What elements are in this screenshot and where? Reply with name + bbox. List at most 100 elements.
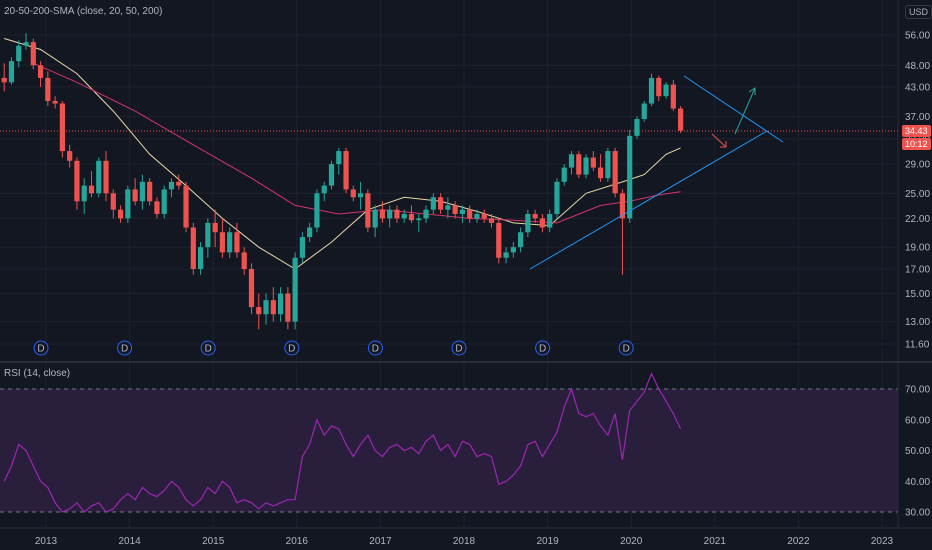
candle-body — [394, 209, 400, 219]
rsi-line — [3, 372, 682, 513]
candle-body — [314, 193, 320, 228]
bearish-arrow[interactable] — [711, 133, 727, 148]
candle-body — [430, 197, 436, 210]
descending-trendline[interactable] — [683, 75, 784, 143]
candle-body — [8, 61, 15, 83]
candle-body — [307, 227, 313, 238]
bullish-arrow[interactable] — [734, 87, 756, 135]
candle-body — [561, 167, 567, 182]
candle-body — [270, 300, 276, 315]
candle-body — [641, 103, 647, 120]
bearish-arrow-head — [720, 141, 727, 148]
dividend-marker[interactable] — [33, 340, 49, 356]
dividend-marker-label: D — [205, 344, 212, 355]
rsi-title[interactable]: RSI (14, close) — [4, 368, 71, 379]
price-tick-label: 11.60 — [905, 340, 930, 351]
candle-body — [372, 209, 378, 228]
currency-button[interactable]: USD — [905, 5, 932, 19]
candle-body — [576, 154, 582, 175]
rsi-pane — [3, 372, 682, 513]
candle-body — [30, 42, 36, 66]
candle-body — [481, 213, 487, 219]
candle-body — [445, 205, 451, 210]
candle-body — [45, 77, 51, 102]
candle-body — [147, 181, 153, 202]
candle-body — [154, 201, 160, 214]
dividend-marker[interactable] — [618, 340, 634, 356]
candle-body — [357, 193, 364, 198]
time-tick-label: 2013 — [35, 536, 58, 547]
candle-body — [590, 157, 596, 168]
ascending-trendline[interactable] — [529, 130, 768, 270]
time-tick-label: 2014 — [118, 536, 141, 547]
price-tick-label: 19.00 — [905, 243, 930, 254]
price-tick-label: 22.00 — [905, 214, 930, 225]
candle-body — [139, 181, 145, 202]
dividend-marker-label: D — [372, 344, 379, 355]
candle-body — [74, 160, 80, 202]
price-tick-label: 17.00 — [905, 264, 930, 275]
candle-body — [401, 213, 407, 219]
candle-body — [263, 300, 269, 315]
candle-body — [190, 227, 196, 269]
candle-body — [197, 247, 204, 269]
candle-body — [176, 181, 182, 186]
candle-body — [161, 189, 167, 214]
price-tick-label: 43.00 — [905, 82, 930, 93]
candle-body — [670, 84, 676, 109]
rsi-tick-label: 60.00 — [905, 415, 930, 426]
time-tick-label: 2023 — [871, 536, 894, 547]
price-tick-label: 25.00 — [905, 189, 930, 200]
rsi-axis[interactable]: 70.00 60.00 50.00 40.00 30.00 — [905, 385, 930, 519]
candle-body — [474, 213, 480, 219]
candle-body — [634, 119, 640, 136]
dividend-marker[interactable] — [117, 340, 133, 356]
candle-body — [292, 257, 298, 322]
candle-body — [183, 185, 189, 228]
dividend-marker[interactable] — [200, 340, 216, 356]
candle-body — [459, 209, 466, 214]
main-title[interactable]: 20-50-200-SMA (close, 20, 50, 200) — [4, 6, 163, 17]
dividend-marker-label: D — [121, 344, 128, 355]
candle-body — [212, 222, 218, 233]
dividend-marker[interactable] — [535, 340, 551, 356]
dividend-marker[interactable] — [367, 340, 383, 356]
countdown-badge: 10:12 — [902, 138, 931, 150]
candle-body — [52, 101, 58, 104]
dividend-marker-label: D — [288, 344, 295, 355]
candle-body — [241, 252, 247, 269]
dividend-marker-label: D — [539, 344, 546, 355]
candle-body — [328, 164, 335, 186]
candle-body — [467, 209, 473, 219]
rsi-tick-label: 30.00 — [905, 508, 930, 519]
candle-body — [321, 185, 327, 194]
candle-body — [496, 222, 502, 258]
candle-body — [256, 307, 262, 315]
rsi-band — [0, 389, 898, 512]
price-tick-label: 37.00 — [905, 112, 930, 123]
candle-body — [234, 232, 240, 253]
candle-body — [343, 151, 349, 190]
dividend-marker[interactable] — [284, 340, 300, 356]
candle-body — [423, 209, 429, 219]
dividend-marker-label: D — [37, 344, 44, 355]
candle-body — [517, 232, 524, 248]
drawings[interactable] — [529, 75, 784, 270]
last-price-badge: 34.43 — [902, 125, 931, 137]
time-tick-label: 2022 — [787, 536, 810, 547]
time-tick-label: 2015 — [202, 536, 225, 547]
candle-body — [96, 160, 102, 194]
rsi-tick-label: 40.00 — [905, 477, 930, 488]
time-tick-label: 2016 — [286, 536, 309, 547]
dividend-marker-label: D — [623, 344, 630, 355]
price-axis[interactable]: 56.0048.0043.0037.0033.0029.0025.0022.00… — [905, 31, 930, 351]
dividend-marker[interactable] — [451, 340, 467, 356]
candle-body — [81, 185, 87, 202]
candle-body — [408, 213, 415, 221]
candle-body — [416, 218, 422, 221]
price-tick-label: 13.00 — [905, 317, 930, 328]
candle-body — [248, 268, 255, 308]
candles — [1, 33, 684, 330]
time-axis[interactable]: 2013 2014 2015 2016 2017 2018 2019 2020 2021 2022… — [35, 536, 894, 547]
